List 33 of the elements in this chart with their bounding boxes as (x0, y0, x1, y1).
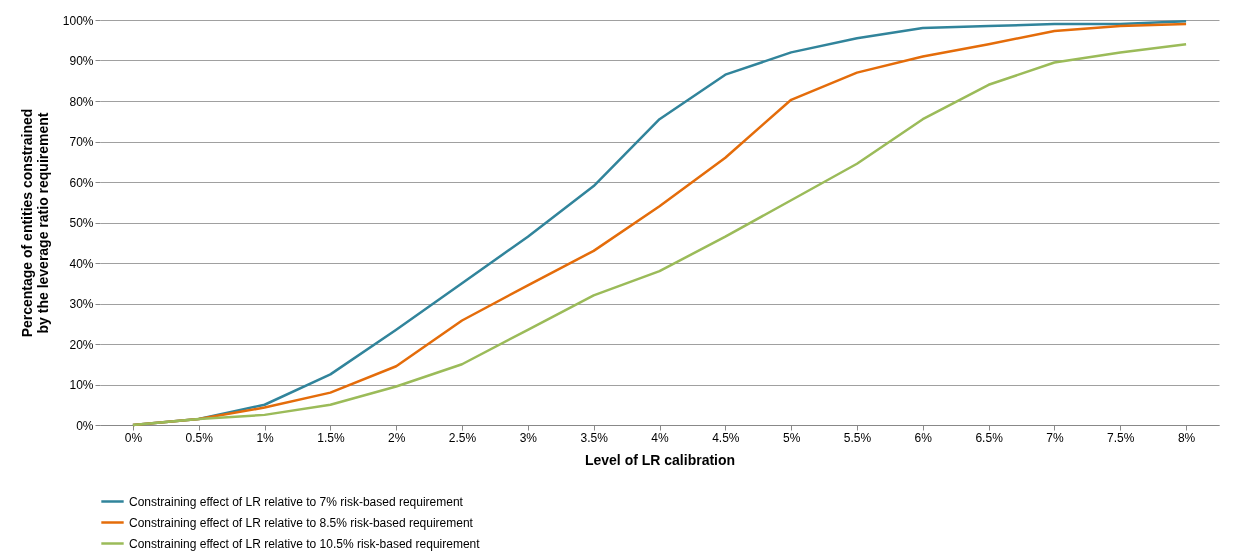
y-tick-label: 10% (69, 378, 94, 392)
legend-label: Constraining effect of LR relative to 7% risk-based requirement (129, 494, 464, 509)
x-tick-label: 8% (1177, 430, 1196, 445)
x-tick-label: 1% (256, 430, 275, 445)
x-tick-label: 7.5% (1107, 430, 1135, 445)
x-tick-label: 5% (782, 430, 801, 445)
legend-label: Constraining effect of LR relative to 10.5% risk-based requirement (129, 536, 481, 551)
x-tick-label: 1.5% (317, 430, 345, 445)
y-tick-label: 30% (69, 297, 94, 311)
x-tick-label: 6% (914, 430, 933, 445)
x-tick-label: 5.5% (843, 430, 872, 445)
y-tick-label: 50% (69, 216, 94, 230)
x-axis-title: Level of LR calibration (584, 451, 736, 468)
y-tick-label: 100% (62, 13, 94, 28)
y-tick-label: 90% (69, 54, 94, 68)
x-tick-label: 3% (519, 430, 538, 445)
y-tick-label: 0% (76, 418, 94, 433)
x-tick-label: 2.5% (448, 430, 477, 445)
x-tick-label: 0.5% (185, 430, 214, 445)
x-tick-label: 3.5% (580, 430, 609, 445)
x-tick-label: 4% (651, 430, 669, 445)
y-axis-title: Percentage of entities constrained by the leverage ratio requirement (18, 108, 51, 338)
legend-label: Constraining effect of LR relative to 8.5% risk-based requirement (129, 515, 474, 530)
y-tick-label: 70% (69, 135, 94, 149)
x-tick-label: 6.5% (975, 430, 1004, 445)
y-tick-label: 80% (69, 94, 94, 109)
x-tick-label: 2% (388, 430, 406, 445)
y-tick-label: 40% (69, 256, 94, 271)
x-tick-label: 0% (124, 430, 143, 445)
x-tick-label: 4.5% (712, 430, 740, 445)
x-tick-label: 7% (1046, 430, 1064, 445)
y-tick-label: 60% (69, 175, 94, 190)
y-tick-label: 20% (69, 337, 94, 352)
